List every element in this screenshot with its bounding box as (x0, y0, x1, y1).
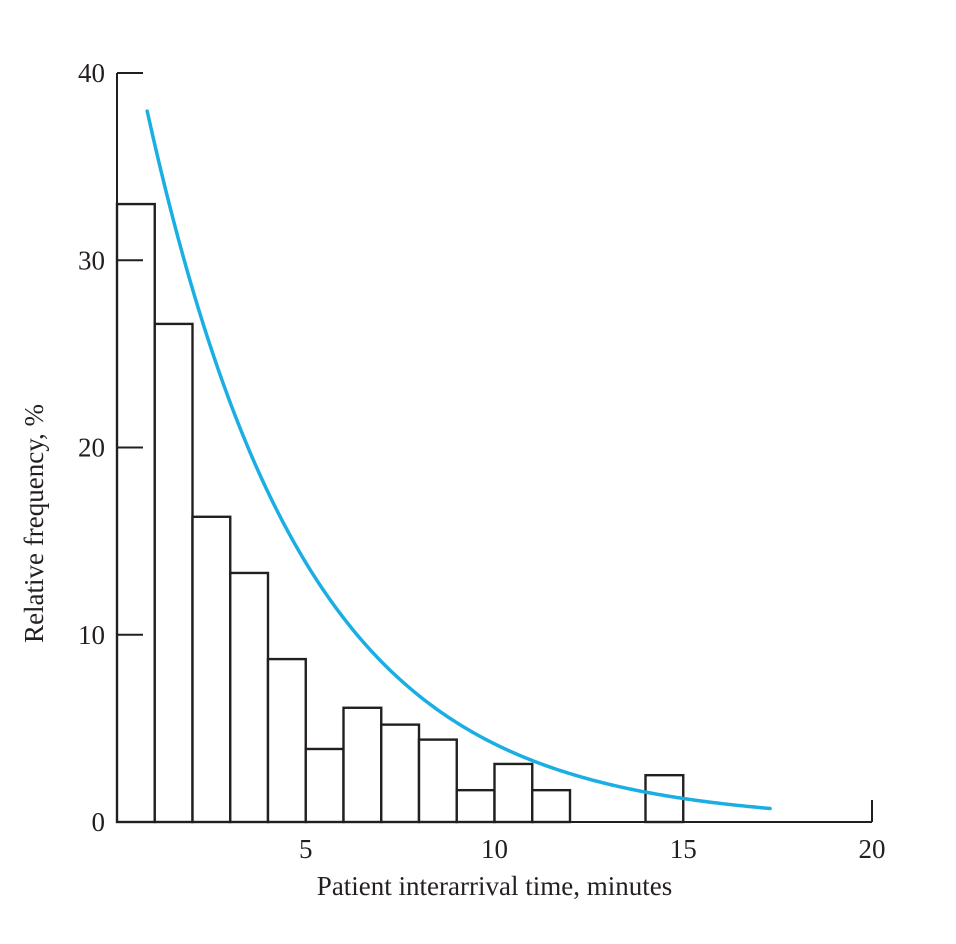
y-tick-label: 0 (92, 807, 106, 837)
x-tick-label: 5 (299, 834, 313, 864)
histogram-bar (266, 657, 307, 824)
exponential-fit-curve (145, 109, 772, 811)
y-tick-label: 10 (78, 620, 105, 650)
y-ticks: 0 10 20 30 40 (78, 58, 143, 837)
y-tick-label: 30 (78, 245, 105, 275)
histogram-bar (115, 202, 156, 824)
x-ticks: 5 10 15 20 (299, 834, 886, 864)
histogram-bar (455, 788, 496, 824)
histogram-bar (342, 706, 383, 824)
histogram-bar (531, 788, 572, 824)
x-tick-label: 10 (481, 834, 508, 864)
histogram-bar (417, 738, 458, 824)
x-axis-title: Patient interarrival time, minutes (317, 871, 672, 901)
histogram-bar (229, 571, 270, 824)
x-tick-label: 20 (859, 834, 886, 864)
histogram-bar (191, 515, 232, 824)
y-axis-title: Relative frequency, % (19, 404, 49, 643)
x-tick-label: 15 (670, 834, 697, 864)
histogram-bars (115, 202, 685, 824)
y-tick-label: 40 (78, 58, 105, 88)
histogram-bar (380, 723, 421, 824)
histogram-bar (493, 762, 534, 824)
histogram-bar (304, 747, 345, 824)
y-tick-label: 20 (78, 433, 105, 463)
histogram-bar (153, 322, 194, 824)
